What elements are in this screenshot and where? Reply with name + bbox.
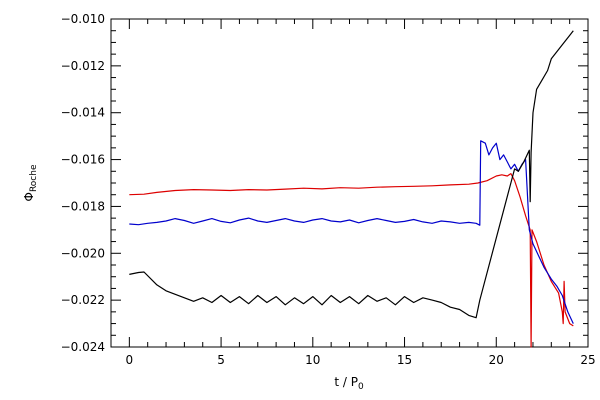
x-tick-label: 20: [489, 353, 504, 367]
y-tick-label: −0.014: [61, 106, 105, 120]
x-axis-title: t / P0: [334, 375, 364, 392]
x-tick-labels: 0 5 10 15 20 25: [126, 353, 596, 367]
y-tick-label: −0.016: [61, 153, 105, 167]
y-tick-label: −0.022: [61, 293, 105, 307]
y-tick-label: −0.010: [61, 12, 105, 26]
plot-frame: [110, 18, 589, 348]
y-tick-label: −0.012: [61, 59, 105, 73]
series-line-3: [129, 30, 574, 319]
y-tick-label: −0.018: [61, 199, 105, 213]
x-tick-label: 0: [126, 353, 134, 367]
x-tick-label: 25: [580, 353, 595, 367]
y-axis-title-main: Φ: [22, 192, 36, 201]
x-tick-label: 15: [397, 353, 412, 367]
y-axis-title: ΦRoche: [22, 164, 39, 201]
series-group: [129, 30, 574, 348]
y-tick-labels: −0.024 −0.022 −0.020 −0.018 −0.016 −0.014 −0.0…: [61, 12, 105, 354]
y-tick-label: −0.020: [61, 246, 105, 260]
series-line-2: [129, 140, 574, 324]
x-tick-label: 10: [305, 353, 320, 367]
y-tick-label: −0.024: [61, 340, 105, 354]
y-axis-title-sub: Roche: [29, 164, 39, 192]
x-tick-label: 5: [217, 353, 225, 367]
x-axis-title-sub: 0: [358, 382, 364, 392]
series-line-1: [129, 173, 574, 348]
axis-ticks: [110, 18, 589, 348]
x-axis-title-main: t / P: [334, 375, 358, 389]
